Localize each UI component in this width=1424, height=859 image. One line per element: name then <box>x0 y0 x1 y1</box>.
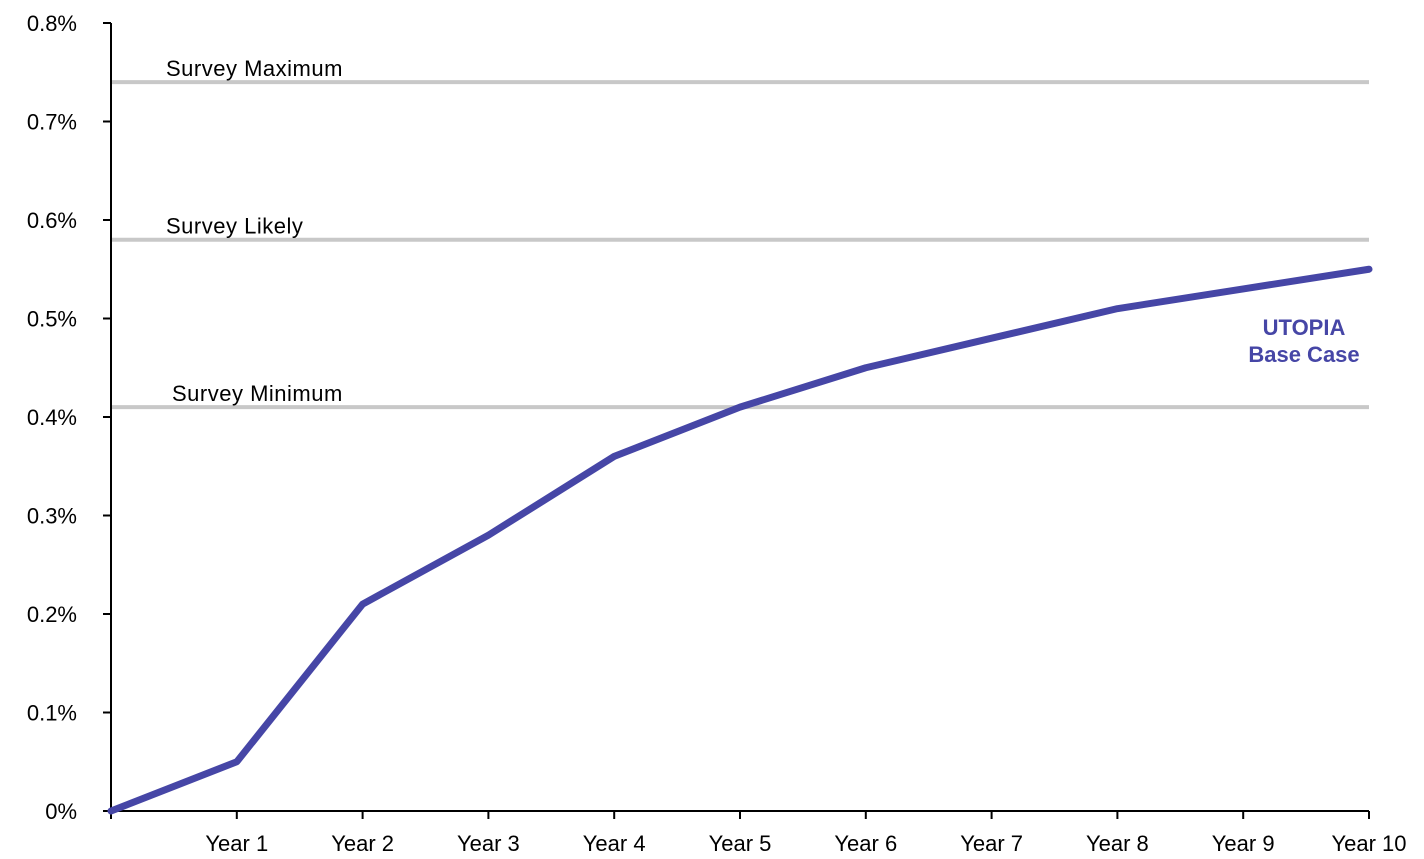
y-tick-label: 0.3% <box>27 504 77 529</box>
x-tick-label: Year 4 <box>583 831 646 856</box>
x-tick-label: Year 3 <box>457 831 520 856</box>
labels: Survey Maximum Survey Likely Survey Minimu… <box>27 11 1407 856</box>
series-label: Base Case <box>1248 342 1359 367</box>
y-tick-label: 0.8% <box>27 11 77 36</box>
reference-line-label: Survey Minimum <box>172 381 343 406</box>
y-tick-label: 0.2% <box>27 602 77 627</box>
series-layer <box>107 265 1373 815</box>
y-tick-label: 0.1% <box>27 701 77 726</box>
reference-line-label: Survey Maximum <box>166 56 343 81</box>
x-tick-label: Year 2 <box>331 831 394 856</box>
x-tick-label: Year 9 <box>1212 831 1275 856</box>
reference-line-label: Survey Likely <box>166 214 303 239</box>
x-tick-label: Year 6 <box>834 831 897 856</box>
y-tick-label: 0.5% <box>27 307 77 332</box>
y-tick-label: 0.6% <box>27 208 77 233</box>
x-tick-label: Year 1 <box>205 831 268 856</box>
x-tick-label: Year 7 <box>960 831 1023 856</box>
series-line <box>107 265 1373 815</box>
series-label: UTOPIA <box>1263 315 1346 340</box>
x-tick-label: Year 5 <box>709 831 772 856</box>
y-tick-label: 0% <box>45 799 77 824</box>
x-tick-label: Year 10 <box>1331 831 1406 856</box>
axes <box>103 22 1370 819</box>
x-tick-label: Year 8 <box>1086 831 1149 856</box>
y-tick-label: 0.7% <box>27 110 77 135</box>
y-tick-label: 0.4% <box>27 405 77 430</box>
reference-lines <box>111 80 1369 410</box>
